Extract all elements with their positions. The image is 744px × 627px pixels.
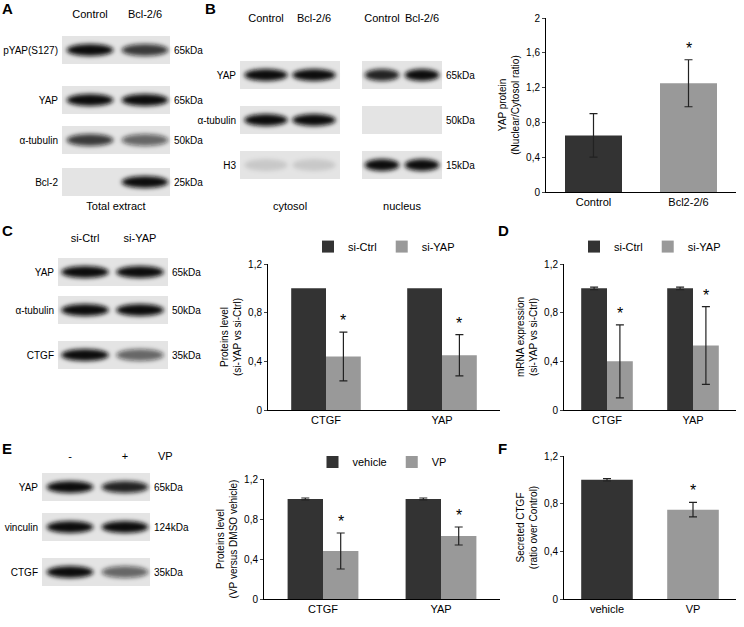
svg-text:A: A — [2, 0, 13, 17]
svg-text:*: * — [340, 312, 346, 329]
svg-text:CTGF: CTGF — [27, 350, 54, 361]
svg-text:0,8: 0,8 — [526, 117, 540, 128]
svg-text:0,4: 0,4 — [244, 554, 258, 565]
svg-text:vinculin: vinculin — [5, 522, 38, 533]
svg-text:Total extract: Total extract — [86, 200, 145, 212]
svg-text:65kDa: 65kDa — [174, 95, 203, 106]
svg-text:Bcl-2/6: Bcl-2/6 — [297, 12, 331, 24]
svg-text:C: C — [2, 222, 13, 239]
svg-text:65kDa: 65kDa — [446, 70, 475, 81]
svg-text:35kDa: 35kDa — [154, 567, 183, 578]
svg-text:si-Ctrl: si-Ctrl — [348, 241, 377, 253]
svg-text:1,2: 1,2 — [544, 451, 558, 462]
svg-text:0: 0 — [252, 594, 258, 605]
svg-text:Control: Control — [364, 12, 399, 24]
svg-text:0,4: 0,4 — [544, 546, 558, 557]
svg-text:1,2: 1,2 — [544, 259, 558, 270]
svg-text:*: * — [686, 40, 692, 57]
svg-text:25kDa: 25kDa — [174, 177, 203, 188]
svg-text:0,4: 0,4 — [248, 356, 262, 367]
svg-text:E: E — [2, 440, 12, 457]
svg-text:VP: VP — [432, 456, 447, 468]
svg-text:YAP: YAP — [431, 414, 452, 426]
svg-text:Bcl-2/6: Bcl-2/6 — [128, 8, 162, 20]
svg-text:D: D — [498, 222, 509, 239]
svg-text:vehicle: vehicle — [353, 456, 387, 468]
svg-text:CTGF: CTGF — [308, 603, 338, 615]
svg-text:CTGF: CTGF — [11, 567, 38, 578]
svg-text:YAP: YAP — [682, 414, 703, 426]
svg-text:H3: H3 — [223, 160, 236, 171]
svg-text:α-tubulin: α-tubulin — [19, 135, 58, 146]
svg-text:si-Ctrl: si-Ctrl — [614, 241, 643, 253]
svg-text:YAP: YAP — [217, 70, 237, 81]
svg-text:0: 0 — [552, 594, 558, 605]
svg-text:*: * — [456, 315, 462, 332]
svg-text:2: 2 — [534, 13, 540, 24]
svg-text:0,8: 0,8 — [244, 514, 258, 525]
svg-text:si-YAP: si-YAP — [422, 241, 455, 253]
svg-text:*: * — [456, 507, 462, 524]
svg-text:1,2: 1,2 — [526, 82, 540, 93]
svg-text:*: * — [690, 482, 696, 499]
svg-text:1,2: 1,2 — [244, 474, 258, 485]
svg-text:*: * — [617, 305, 623, 322]
svg-text:Proteins level(VP versus DMSO: Proteins level(VP versus DMSO vehicle) — [215, 480, 239, 599]
svg-text:α-tubulin: α-tubulin — [15, 305, 54, 316]
svg-text:nucleus: nucleus — [383, 200, 421, 212]
svg-text:mRNA expression(si-YAP vs si-C: mRNA expression(si-YAP vs si-Ctrl) — [515, 297, 539, 377]
svg-text:15kDa: 15kDa — [446, 160, 475, 171]
svg-text:VP: VP — [686, 603, 701, 615]
svg-text:65kDa: 65kDa — [154, 482, 183, 493]
svg-text:YAP: YAP — [35, 267, 55, 278]
svg-text:1,2: 1,2 — [248, 259, 262, 270]
svg-text:si-Ctrl: si-Ctrl — [71, 232, 100, 244]
svg-text:Control: Control — [248, 12, 283, 24]
svg-text:124kDa: 124kDa — [154, 522, 189, 533]
svg-text:VP: VP — [158, 450, 173, 462]
svg-text:Control: Control — [72, 8, 107, 20]
svg-text:*: * — [338, 513, 344, 530]
svg-text:YAP: YAP — [430, 603, 451, 615]
svg-text:0: 0 — [534, 187, 540, 198]
svg-text:0,8: 0,8 — [544, 498, 558, 509]
svg-text:YAP: YAP — [39, 95, 59, 106]
svg-text:50kDa: 50kDa — [446, 115, 475, 126]
svg-text:*: * — [703, 287, 709, 304]
svg-text:CTGF: CTGF — [592, 414, 622, 426]
svg-text:YAP protein(Nuclear/Cytosol ra: YAP protein(Nuclear/Cytosol ratio) — [497, 55, 521, 154]
svg-text:Bcl-2: Bcl-2 — [35, 177, 58, 188]
svg-text:Proteins level(si-YAP vs si-Ct: Proteins level(si-YAP vs si-Ctrl) — [219, 298, 243, 376]
svg-text:Control: Control — [576, 196, 611, 208]
svg-text:0,8: 0,8 — [544, 307, 558, 318]
svg-text:0,4: 0,4 — [526, 152, 540, 163]
svg-text:-: - — [68, 450, 72, 462]
svg-text:cytosol: cytosol — [273, 200, 307, 212]
svg-text:1,6: 1,6 — [526, 47, 540, 58]
svg-text:pYAP(S127): pYAP(S127) — [3, 45, 58, 56]
svg-text:Bcl2-2/6: Bcl2-2/6 — [668, 196, 708, 208]
svg-text:vehicle: vehicle — [590, 603, 624, 615]
svg-text:B: B — [205, 0, 216, 17]
svg-text:+: + — [122, 450, 128, 462]
svg-text:YAP: YAP — [19, 482, 39, 493]
svg-text:F: F — [498, 440, 507, 457]
svg-text:0: 0 — [552, 405, 558, 416]
svg-text:0,8: 0,8 — [248, 307, 262, 318]
svg-text:65kDa: 65kDa — [172, 267, 201, 278]
svg-text:si-YAP: si-YAP — [124, 232, 157, 244]
svg-text:0,4: 0,4 — [544, 356, 558, 367]
svg-text:50kDa: 50kDa — [172, 305, 201, 316]
svg-text:Bcl-2/6: Bcl-2/6 — [405, 12, 439, 24]
svg-text:0: 0 — [256, 405, 262, 416]
svg-text:α-tubulin: α-tubulin — [197, 115, 236, 126]
svg-text:Secreted CTGF(ratio over Contr: Secreted CTGF(ratio over Control) — [515, 486, 539, 569]
svg-text:50kDa: 50kDa — [174, 135, 203, 146]
svg-text:si-YAP: si-YAP — [688, 241, 721, 253]
svg-text:CTGF: CTGF — [311, 414, 341, 426]
svg-text:35kDa: 35kDa — [172, 350, 201, 361]
svg-text:65kDa: 65kDa — [174, 45, 203, 56]
